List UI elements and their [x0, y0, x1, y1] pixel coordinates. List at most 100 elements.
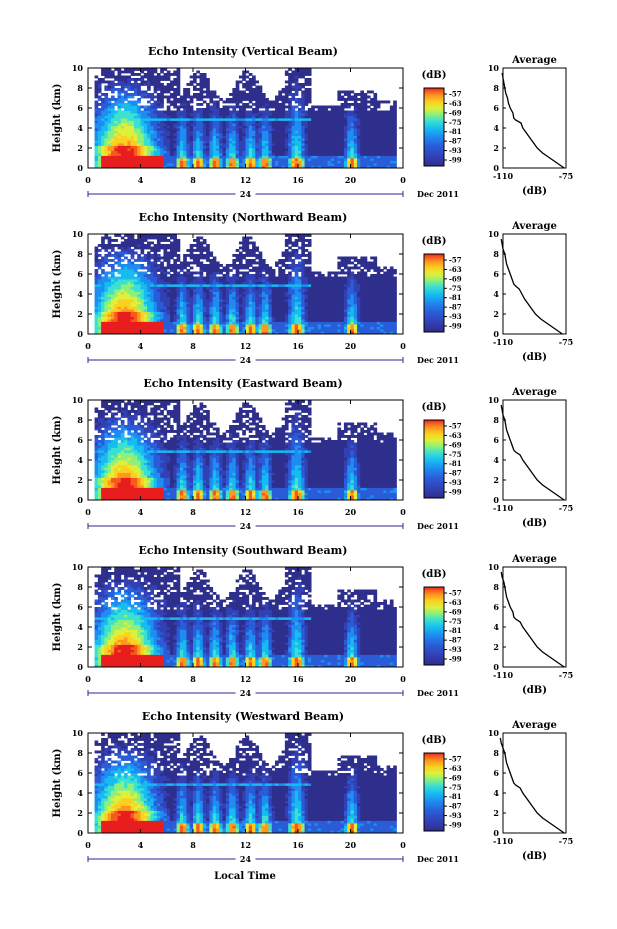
heatmap-cell — [225, 304, 230, 307]
heatmap-cell — [357, 110, 361, 114]
heatmap-cell — [196, 95, 200, 99]
heatmap-cell — [360, 145, 365, 149]
heatmap-cell — [288, 276, 292, 280]
heatmap-cell — [206, 304, 210, 307]
heatmap-cell — [173, 254, 177, 257]
heatmap-cell — [94, 259, 99, 262]
heatmap-cell — [320, 160, 325, 164]
heatmap-cell — [337, 150, 342, 154]
heatmap-cell — [186, 128, 191, 131]
heatmap-cell — [383, 165, 387, 169]
heatmap-cell — [212, 113, 217, 116]
heatmap-cell — [393, 113, 397, 116]
heatmap-cell — [153, 276, 158, 280]
heatmap-cell — [199, 150, 204, 154]
heatmap-cell — [212, 281, 217, 285]
heatmap-cell — [173, 301, 177, 305]
heatmap-cell — [232, 316, 237, 320]
heatmap-cell — [137, 296, 141, 300]
heatmap-cell — [114, 158, 118, 161]
heatmap-cell — [393, 133, 397, 136]
heatmap-cell — [334, 138, 338, 141]
heatmap-cell — [248, 306, 253, 310]
heatmap-cell — [258, 120, 263, 124]
heatmap-cell — [229, 123, 233, 126]
heatmap-cell — [202, 239, 207, 242]
heatmap-cell — [196, 241, 200, 245]
heatmap-cell — [110, 123, 115, 126]
heatmap-cell — [143, 155, 148, 159]
heatmap-cell — [252, 130, 256, 134]
heatmap-cell — [291, 321, 296, 325]
heatmap-cell — [193, 271, 197, 275]
heatmap-cell — [107, 98, 112, 101]
heatmap-cell — [235, 143, 240, 146]
heatmap-cell — [261, 294, 266, 297]
heatmap-cell — [232, 100, 237, 104]
heatmap-cell — [107, 80, 112, 84]
heatmap-cell — [258, 128, 263, 131]
heatmap-cell — [347, 125, 351, 129]
heatmap-cell — [383, 163, 387, 166]
heatmap-cell — [150, 331, 155, 335]
heatmap-cell — [143, 236, 148, 240]
heatmap-cell — [288, 239, 292, 242]
heatmap-cell — [176, 148, 181, 151]
heatmap-cell — [206, 246, 210, 250]
heatmap-cell — [107, 264, 112, 267]
heatmap-cell — [150, 158, 155, 161]
heatmap-cell — [278, 105, 282, 109]
heatmap-cell — [242, 75, 246, 79]
heatmap-cell — [232, 125, 237, 129]
heatmap-cell — [173, 145, 177, 149]
heatmap-cell — [304, 133, 309, 136]
heatmap-cell — [245, 80, 250, 84]
heatmap-cell — [189, 150, 194, 154]
heatmap-cell — [147, 254, 151, 257]
heatmap-cell — [343, 153, 348, 156]
heatmap-cell — [160, 289, 164, 292]
heatmap-cell — [389, 108, 394, 111]
heatmap-cell — [301, 158, 305, 161]
heatmap-cell — [248, 120, 253, 124]
heatmap-cell — [225, 279, 230, 282]
heatmap-cell — [383, 135, 387, 139]
heatmap-cell — [133, 276, 138, 280]
heatmap-cell — [186, 264, 191, 267]
heatmap-cell — [357, 138, 361, 141]
heatmap-cell — [238, 90, 243, 94]
heatmap-cell — [357, 143, 361, 146]
heatmap-cell — [150, 148, 155, 151]
heatmap-cell — [343, 140, 348, 144]
heatmap-cell — [170, 266, 174, 270]
heatmap-cell — [202, 269, 207, 272]
heatmap-cell — [317, 128, 322, 131]
heatmap-cell — [265, 324, 269, 327]
heatmap-cell — [163, 301, 168, 305]
heatmap-cell — [206, 78, 210, 81]
heatmap-cell — [235, 289, 240, 292]
heatmap-cell — [130, 321, 135, 325]
heatmap-cell — [255, 115, 260, 119]
heatmap-cell — [258, 165, 263, 169]
heatmap-cell — [340, 115, 345, 119]
heatmap-cell — [265, 118, 269, 121]
heatmap-cell — [173, 70, 177, 74]
heatmap-cell — [120, 70, 125, 74]
heatmap-cell — [209, 145, 214, 149]
heatmap-cell — [360, 128, 365, 131]
heatmap-cell — [127, 138, 132, 141]
heatmap-cell — [117, 100, 122, 104]
heatmap-cell — [170, 83, 174, 86]
heatmap-cell — [235, 83, 240, 86]
heatmap-cell — [130, 128, 135, 131]
heatmap-cell — [245, 236, 250, 240]
heatmap-cell — [291, 148, 296, 151]
heatmap-cell — [357, 150, 361, 154]
heatmap-cell — [107, 296, 112, 300]
heatmap-cell — [222, 269, 227, 272]
heatmap-cell — [225, 120, 230, 124]
heatmap-cell — [284, 331, 289, 335]
heatmap-cell — [311, 160, 315, 164]
heatmap-cell — [235, 163, 240, 166]
